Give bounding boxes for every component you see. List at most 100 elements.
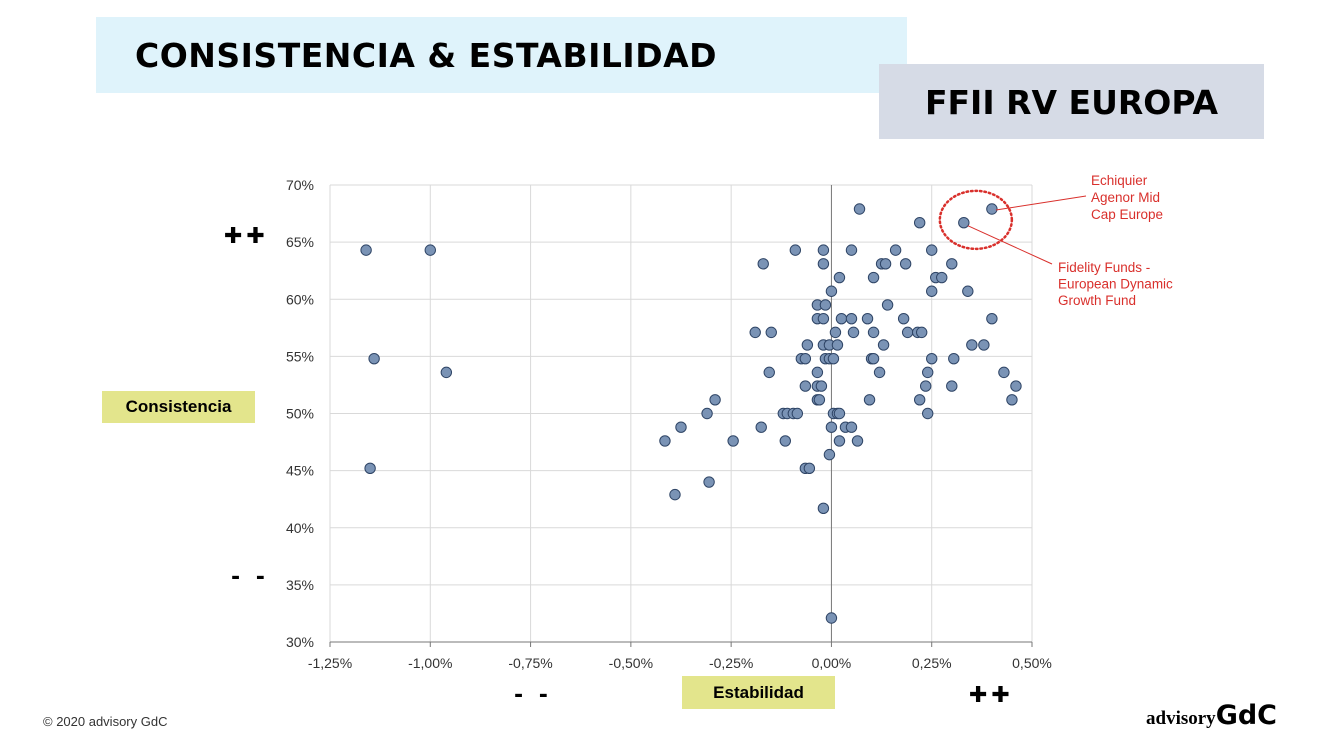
data-point (701, 407, 713, 420)
data-point (915, 326, 928, 339)
data-point (829, 326, 842, 339)
data-point (1006, 394, 1018, 406)
data-point (360, 244, 372, 256)
data-point (881, 299, 894, 311)
data-point (936, 271, 948, 284)
logo-gdc: GdC (1215, 700, 1277, 731)
y-tick-label: 65% (286, 234, 314, 250)
annotation-label: European Dynamic (1058, 277, 1173, 292)
highlight-ellipse (938, 189, 1014, 251)
data-point (831, 339, 844, 351)
annotation-label: Growth Fund (1058, 293, 1136, 308)
data-point (799, 352, 812, 365)
chart-annotations: Echiquier Agenor Mid Cap Europe Fidelity Fu… (938, 173, 1173, 308)
data-point (803, 462, 816, 475)
data-point (799, 380, 812, 392)
data-point (833, 407, 846, 420)
data-point (978, 339, 990, 351)
x-minus-marker: - - (514, 683, 552, 708)
x-tick-label: 0,50% (1012, 655, 1052, 671)
annotation-label: Cap Europe (1091, 207, 1163, 222)
data-point (877, 339, 890, 351)
data-point (749, 326, 761, 339)
data-point (811, 366, 824, 379)
annotation-leader (967, 225, 1053, 265)
data-point (926, 244, 938, 256)
data-point (763, 366, 775, 379)
data-point (861, 312, 874, 325)
title-banner (96, 17, 907, 93)
data-point (913, 217, 926, 229)
logo-advisory: advisory (1146, 708, 1216, 729)
data-point (817, 502, 830, 515)
data-point (755, 421, 767, 433)
data-point (779, 435, 791, 447)
data-point (819, 299, 832, 311)
data-point (889, 244, 902, 256)
data-point (986, 312, 998, 325)
data-point (364, 462, 376, 475)
x-tick-label: 0,25% (912, 655, 952, 671)
data-point (946, 380, 958, 392)
data-point (833, 435, 846, 447)
annotation-leader (995, 195, 1087, 211)
data-point (791, 407, 804, 420)
data-point (675, 421, 687, 433)
data-point (926, 285, 938, 297)
page-subtitle: FFII RV EUROPA (924, 83, 1219, 122)
data-point (845, 244, 858, 256)
data-point (825, 421, 838, 433)
y-plus-marker: ✚✚ (224, 224, 269, 249)
data-point (765, 326, 777, 339)
data-point (966, 339, 978, 351)
data-point (946, 258, 958, 270)
y-minus-marker: - - (231, 565, 269, 590)
chart-points (360, 203, 1022, 624)
data-point (817, 244, 830, 256)
copyright: © 2020 advisory GdC (43, 714, 168, 729)
y-tick-label: 30% (286, 634, 314, 650)
data-point (368, 352, 380, 365)
x-tick-label: -0,50% (609, 655, 653, 671)
brand-logo: advisoryGdC (1146, 700, 1277, 731)
data-point (853, 203, 866, 215)
data-point (998, 366, 1010, 379)
annotation-label: Fidelity Funds - (1058, 260, 1150, 275)
data-point (757, 258, 769, 270)
data-point (825, 285, 838, 297)
data-point (922, 366, 934, 379)
data-point (867, 271, 880, 284)
annotation-label: Agenor Mid (1091, 190, 1160, 205)
data-point (913, 394, 926, 406)
data-point (827, 352, 840, 365)
data-point (845, 421, 858, 433)
data-point (919, 380, 932, 392)
data-point (440, 366, 453, 379)
data-point (948, 352, 960, 365)
x-tick-label: -1,25% (308, 655, 352, 671)
data-point (901, 326, 914, 339)
data-point (817, 258, 830, 270)
data-point (867, 326, 880, 339)
data-point (825, 612, 838, 624)
data-point (709, 394, 721, 406)
data-point (801, 339, 814, 351)
data-point (669, 488, 681, 501)
y-tick-label: 35% (286, 577, 314, 593)
data-point (847, 326, 860, 339)
data-point (1010, 380, 1022, 392)
data-point (899, 258, 912, 270)
data-point (815, 380, 828, 392)
chart-axes: 30% 35% 40% 45% 50% 55% 60% 65% 70% -1,25% -1,00% -… (286, 177, 1052, 671)
data-point (424, 244, 436, 256)
subtitle-banner: FFII RV EUROPA (879, 64, 1264, 139)
data-point (879, 258, 892, 270)
data-point (823, 448, 836, 461)
x-tick-label: -1,00% (408, 655, 452, 671)
data-point (922, 407, 934, 420)
x-tick-label: 0,00% (812, 655, 852, 671)
y-tick-label: 50% (286, 406, 314, 422)
x-tick-label: -0,75% (508, 655, 552, 671)
data-point (897, 312, 910, 325)
